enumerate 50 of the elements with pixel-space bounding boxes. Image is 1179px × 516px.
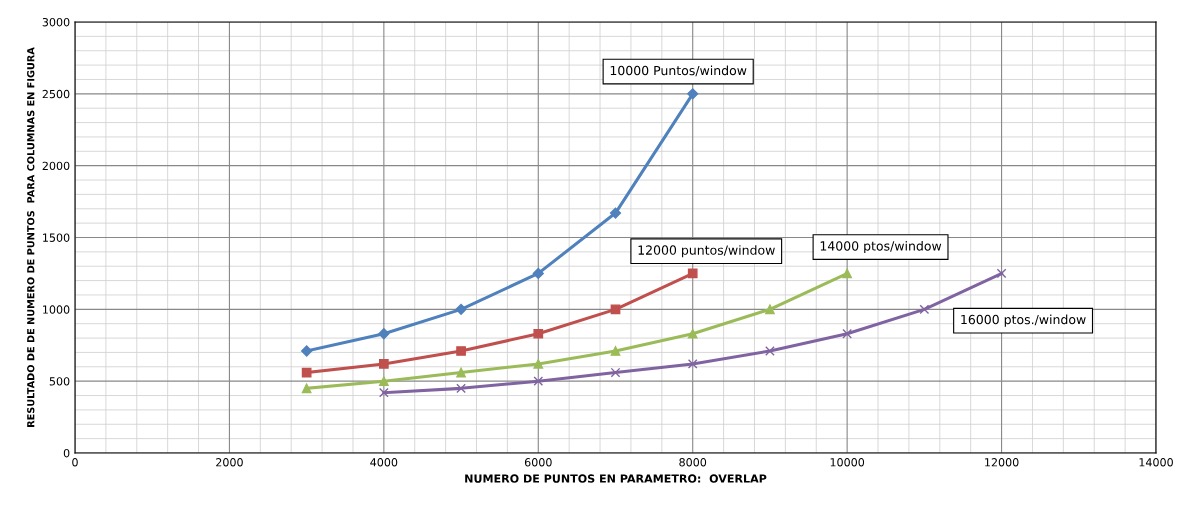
- y-tick-label: 0: [63, 448, 70, 458]
- point: [842, 268, 853, 279]
- point: [378, 376, 389, 387]
- point: [301, 367, 312, 378]
- point: [455, 303, 467, 315]
- point: [301, 345, 313, 357]
- x-tick-label: 14000: [1139, 458, 1173, 467]
- point: [378, 359, 389, 369]
- y-tick-label: 500: [49, 377, 70, 386]
- x-tick-label: 6000: [524, 458, 552, 467]
- x-tick-label: 2000: [216, 458, 243, 467]
- point: [687, 328, 698, 339]
- x-tick-label: 0: [72, 458, 78, 467]
- point: [533, 328, 544, 339]
- x-tick-label: 4000: [370, 458, 398, 467]
- series-label: 12000 puntos/window: [638, 245, 775, 258]
- point: [687, 268, 698, 279]
- x-tick-label: 8000: [679, 458, 707, 467]
- y-tick-label: 1000: [43, 305, 70, 314]
- y-tick-label: 1500: [43, 233, 70, 242]
- y-tick-label: 2500: [42, 89, 70, 99]
- point: [378, 328, 390, 340]
- series-label: 10000 Puntos/window: [610, 65, 747, 77]
- point: [456, 367, 466, 378]
- point: [610, 346, 621, 356]
- point: [301, 383, 312, 394]
- point: [687, 88, 699, 100]
- point: [765, 304, 775, 315]
- point: [842, 328, 853, 339]
- point: [610, 304, 621, 315]
- y-axis-title: RESULTADO DE DE NUMERO DE PUNTOS PARA COLUMNAS EN FIGURA: [27, 47, 35, 427]
- point: [456, 383, 466, 394]
- point: [687, 359, 698, 369]
- point: [533, 359, 544, 369]
- y-tick-label: 2000: [42, 161, 70, 171]
- point: [456, 346, 466, 356]
- point: [610, 367, 621, 378]
- x-tick-label: 12000: [985, 458, 1019, 467]
- x-tick-label: 10000: [830, 458, 865, 467]
- series-label: 16000 ptos./window: [961, 314, 1086, 327]
- point: [533, 376, 544, 387]
- point: [532, 267, 544, 280]
- point: [996, 268, 1007, 279]
- point: [765, 346, 775, 356]
- point: [609, 207, 622, 219]
- y-tick-label: 3000: [42, 17, 70, 27]
- text: 14000 ptos/window: [820, 240, 942, 254]
- point: [919, 304, 930, 315]
- point: [378, 387, 389, 398]
- x-axis-title: NUMERO DE PUNTOS EN PARAMETRO: OVERLAP: [465, 474, 767, 483]
